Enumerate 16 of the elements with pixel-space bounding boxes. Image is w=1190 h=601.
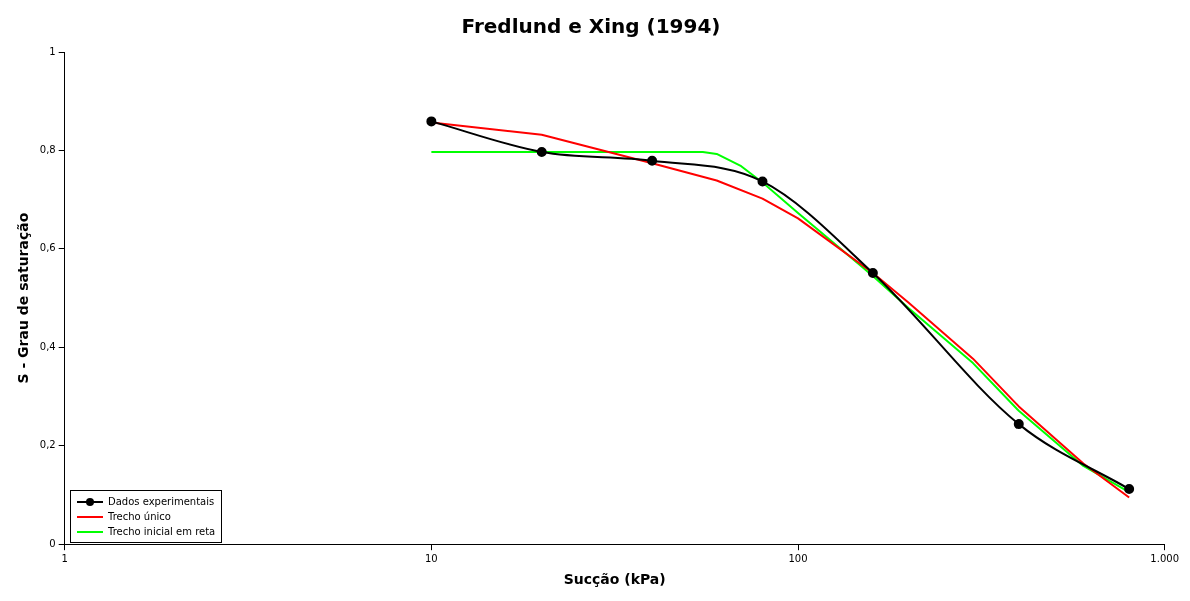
x-tick-label: 1 [61,552,68,564]
x-tick-label: 1.000 [1150,552,1180,564]
y-axis-title: S - Grau de saturação [15,212,32,384]
y-tick-label: 0,6 [39,242,56,254]
chart-title: Fredlund e Xing (1994) [461,14,721,39]
legend-label: Dados experimentais [108,496,215,507]
legend-label: Trecho único [108,511,171,522]
y-tick-label: 0,2 [39,439,56,451]
y-tick-label: 0 [49,537,56,549]
x-tick-label: 100 [788,552,808,564]
x-tick-label: 10 [425,552,438,564]
x-axis-title: Sucção (kPa) [563,571,666,588]
y-tick-label: 0,4 [39,340,56,352]
y-tick-label: 1 [49,45,56,57]
y-tick-label: 0,8 [39,144,56,156]
legend-label: Trecho inicial em reta [108,526,216,537]
